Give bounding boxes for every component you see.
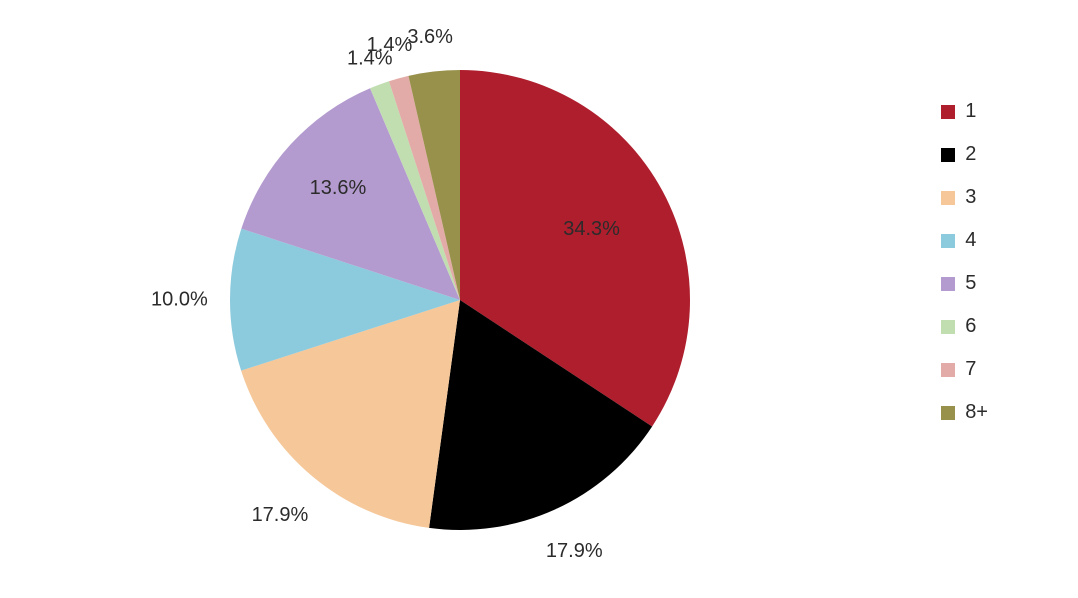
legend-swatch-1	[941, 105, 955, 119]
pie-chart-container: 34.3%17.9%17.9%10.0%13.6%1.4%1.4%3.6% 12…	[0, 0, 1078, 598]
legend-item-1: 1	[941, 100, 988, 123]
legend-swatch-4	[941, 234, 955, 248]
legend-swatch-5	[941, 277, 955, 291]
pie-label-7: 1.4%	[367, 34, 413, 56]
legend-swatch-8+	[941, 406, 955, 420]
legend: 1 2 3 4 5 6 7 8+	[941, 100, 988, 444]
legend-item-7: 7	[941, 358, 988, 381]
legend-swatch-2	[941, 148, 955, 162]
legend-item-5: 5	[941, 272, 988, 295]
legend-label-8+: 8+	[965, 401, 988, 424]
legend-label-4: 4	[965, 229, 976, 252]
pie-label-8+: 3.6%	[407, 26, 453, 48]
pie-label-3: 17.9%	[252, 504, 309, 526]
pie-label-5: 13.6%	[310, 177, 367, 199]
legend-label-1: 1	[965, 100, 976, 123]
pie-chart: 34.3%17.9%17.9%10.0%13.6%1.4%1.4%3.6%	[0, 0, 1078, 598]
pie-label-1: 34.3%	[563, 218, 620, 240]
legend-label-5: 5	[965, 272, 976, 295]
legend-swatch-7	[941, 363, 955, 377]
legend-item-3: 3	[941, 186, 988, 209]
pie-label-4: 10.0%	[151, 289, 208, 311]
pie-label-2: 17.9%	[546, 540, 603, 562]
legend-label-6: 6	[965, 315, 976, 338]
legend-swatch-6	[941, 320, 955, 334]
legend-label-3: 3	[965, 186, 976, 209]
legend-label-7: 7	[965, 358, 976, 381]
legend-swatch-3	[941, 191, 955, 205]
legend-item-6: 6	[941, 315, 988, 338]
legend-label-2: 2	[965, 143, 976, 166]
legend-item-2: 2	[941, 143, 988, 166]
legend-item-8+: 8+	[941, 401, 988, 424]
legend-item-4: 4	[941, 229, 988, 252]
